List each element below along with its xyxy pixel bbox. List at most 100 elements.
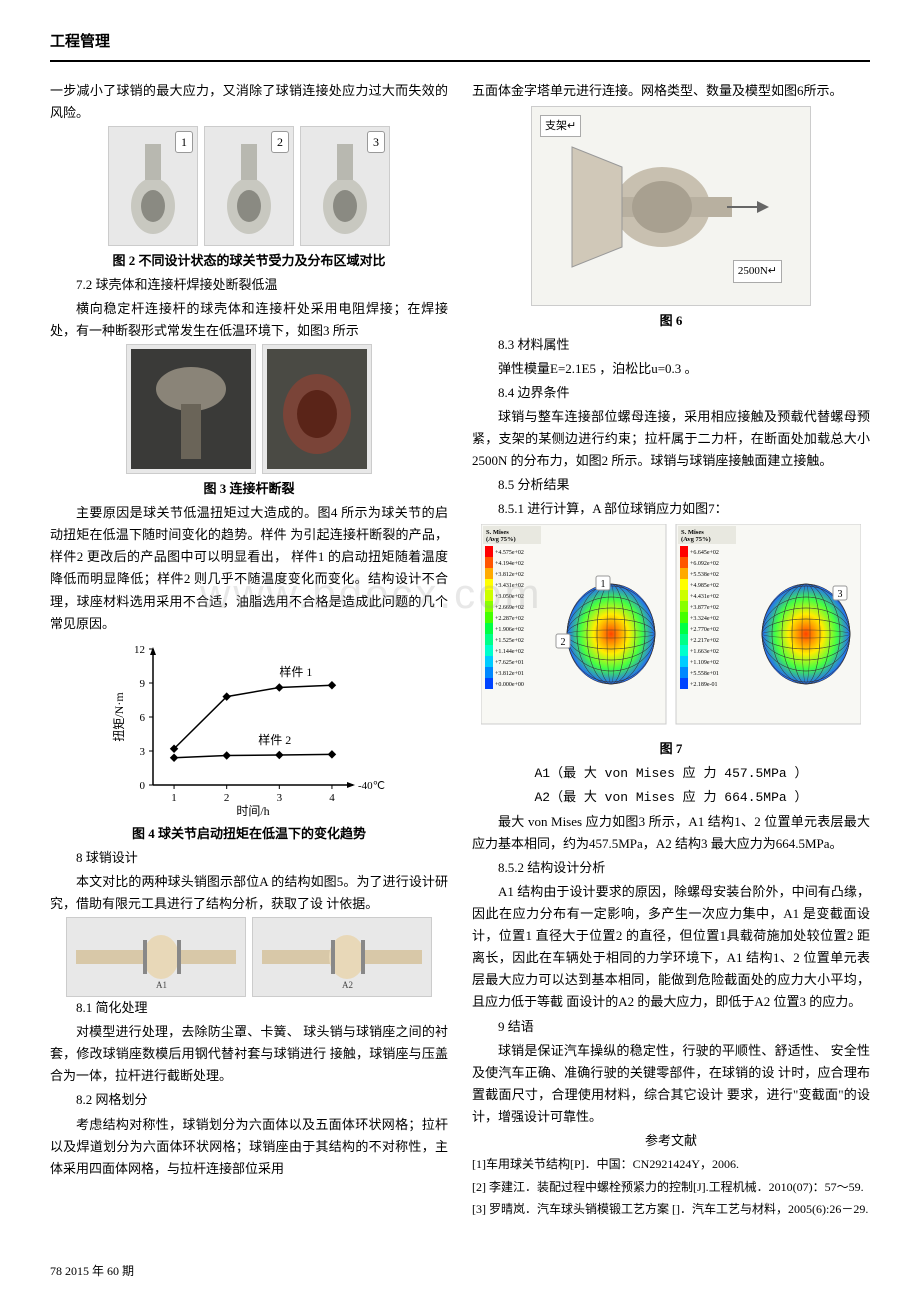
svg-text:+3.050e+02: +3.050e+02 <box>495 594 524 600</box>
figure-5: A1 A2 <box>50 917 448 997</box>
result-a1: A1（最 大 von Mises 应 力 457.5MPa ） <box>472 763 870 785</box>
svg-text:+4.985e+02: +4.985e+02 <box>690 583 719 589</box>
figure-6: 支架↵ 2500N↵ <box>531 106 811 306</box>
paragraph: 考虑结构对称性，球销划分为六面体以及五面体环状网格；拉杆以及焊道划分为六面体环状… <box>50 1114 448 1180</box>
svg-text:+1.144e+02: +1.144e+02 <box>495 649 524 655</box>
fig2-badge-2: 2 <box>271 131 289 153</box>
section-8-3-title: 8.3 材料属性 <box>472 334 870 356</box>
paragraph: 五面体金字塔单元进行连接。网格类型、数量及模型如图6所示。 <box>472 80 870 102</box>
figure-3 <box>50 344 448 474</box>
section-8-1-title: 8.1 简化处理 <box>50 997 448 1019</box>
svg-text:S. Mises: S. Mises <box>681 529 704 536</box>
section-8-2-title: 8.2 网格划分 <box>50 1089 448 1111</box>
paragraph: 一步减小了球销的最大应力，又消除了球销连接处应力过大而失效的风险。 <box>50 80 448 124</box>
paragraph: 横向稳定杆连接杆的球壳体和连接杆处采用电阻焊接；在焊接处，有一种断裂形式常发生在… <box>50 298 448 342</box>
svg-text:(Avg 75%): (Avg 75%) <box>681 536 711 543</box>
paragraph: 本文对比的两种球头销图示部位A 的结构如图5。为了进行设计研究，借助有限元工具进… <box>50 871 448 915</box>
svg-text:+3.877e+02: +3.877e+02 <box>690 605 719 611</box>
svg-text:+3.431e+02: +3.431e+02 <box>495 583 524 589</box>
svg-text:+6.645e+02: +6.645e+02 <box>690 550 719 556</box>
header-title: 工程管理 <box>50 34 110 50</box>
figure-2-caption: 图 2 不同设计状态的球关节受力及分布区域对比 <box>50 250 448 272</box>
section-7-2-title: 7.2 球壳体和连接杆焊接处断裂低温 <box>50 274 448 296</box>
fig2-badge-3: 3 <box>367 131 385 153</box>
figure-2: 1 2 3 <box>50 126 448 246</box>
section-8-title: 8 球销设计 <box>50 847 448 869</box>
section-8-5-1-title: 8.5.1 进行计算，A 部位球销应力如图7： <box>472 498 870 520</box>
reference-item: [1]车用球关节结构[P]．中国：CN2921424Y，2006. <box>472 1154 870 1174</box>
svg-text:+4.575e+02: +4.575e+02 <box>495 550 524 556</box>
svg-text:2: 2 <box>224 792 230 804</box>
svg-text:0: 0 <box>140 780 146 792</box>
svg-text:(Avg 75%): (Avg 75%) <box>486 536 516 543</box>
svg-text:+1.525e+02: +1.525e+02 <box>495 638 524 644</box>
paragraph: 球销与整车连接部位螺母连接，采用相应接触及预载代替螺母预紧，支架的某侧边进行约束… <box>472 406 870 472</box>
svg-text:+3.324e+02: +3.324e+02 <box>690 616 719 622</box>
svg-text:+1.663e+02: +1.663e+02 <box>690 649 719 655</box>
page-footer: 78 2015 年 60 期 <box>50 1261 870 1281</box>
figure-7-caption: 图 7 <box>472 738 870 760</box>
svg-text:3: 3 <box>277 792 283 804</box>
svg-text:+0.000e+00: +0.000e+00 <box>495 682 524 688</box>
paragraph: 弹性模量E=2.1E5 ，泊松比u=0.3 。 <box>472 358 870 380</box>
section-8-5-title: 8.5 分析结果 <box>472 474 870 496</box>
figure-7: S. Mises(Avg 75%)+4.575e+02+4.194e+02+3.… <box>481 524 861 734</box>
svg-text:S. Mises: S. Mises <box>486 529 509 536</box>
fig2-badge-1: 1 <box>175 131 193 153</box>
svg-text:+5.558e+01: +5.558e+01 <box>690 671 719 677</box>
svg-text:样件 2: 样件 2 <box>258 732 291 747</box>
svg-text:3: 3 <box>140 746 146 758</box>
svg-text:A1: A1 <box>156 980 167 990</box>
paragraph: 对模型进行处理，去除防尘罩、卡簧、 球头销与球销座之间的衬套，修改球销座数模后用… <box>50 1021 448 1087</box>
reference-item: [2] 李建江．装配过程中螺栓预紧力的控制[J].工程机械．2010(07)：5… <box>472 1177 870 1197</box>
svg-text:+3.812e+01: +3.812e+01 <box>495 671 524 677</box>
figure-4-chart: 0369121234样件 1样件 2时间/h扭矩/N·m-40℃ <box>109 639 389 819</box>
svg-text:+5.538e+02: +5.538e+02 <box>690 572 719 578</box>
reference-item: [3] 罗晴岚．汽车球头销模锻工艺方案 []．汽车工艺与材料，2005(6):2… <box>472 1199 870 1219</box>
header: 工程管理 <box>50 30 870 62</box>
references: [1]车用球关节结构[P]．中国：CN2921424Y，2006. [2] 李建… <box>472 1154 870 1219</box>
svg-text:4: 4 <box>329 792 335 804</box>
svg-text:+3.812e+02: +3.812e+02 <box>495 572 524 578</box>
svg-text:+2.669e+02: +2.669e+02 <box>495 605 524 611</box>
section-8-4-title: 8.4 边界条件 <box>472 382 870 404</box>
right-column: 五面体金字塔单元进行连接。网格类型、数量及模型如图6所示。 支架↵ 2500N↵… <box>472 80 870 1222</box>
paragraph: 最大 von Mises 应力如图3 所示，A1 结构1、2 位置单元表层最大应… <box>472 811 870 855</box>
svg-text:1: 1 <box>601 579 606 590</box>
fig6-label-bottom: 2500N↵ <box>733 260 782 283</box>
svg-text:+1.109e+02: +1.109e+02 <box>690 660 719 666</box>
left-column: 一步减小了球销的最大应力，又消除了球销连接处应力过大而失效的风险。 1 2 3 … <box>50 80 448 1222</box>
svg-text:1: 1 <box>171 792 177 804</box>
svg-text:+2.770e+02: +2.770e+02 <box>690 627 719 633</box>
svg-text:样件 1: 样件 1 <box>279 664 312 679</box>
references-title: 参考文献 <box>472 1130 870 1152</box>
paragraph: 球销是保证汽车操纵的稳定性，行驶的平顺性、舒适性、 安全性及使汽车正确、准确行驶… <box>472 1040 870 1128</box>
svg-text:+2.287e+02: +2.287e+02 <box>495 616 524 622</box>
svg-text:+4.194e+02: +4.194e+02 <box>495 561 524 567</box>
figure-3-caption: 图 3 连接杆断裂 <box>50 478 448 500</box>
svg-text:+2.217e+02: +2.217e+02 <box>690 638 719 644</box>
svg-text:9: 9 <box>140 678 146 690</box>
svg-text:+4.431e+02: +4.431e+02 <box>690 594 719 600</box>
svg-text:12: 12 <box>134 644 145 656</box>
svg-text:6: 6 <box>140 712 146 724</box>
svg-text:时间/h: 时间/h <box>236 804 269 818</box>
result-a2: A2（最 大 von Mises 应 力 664.5MPa ） <box>472 787 870 809</box>
svg-text:-40℃: -40℃ <box>358 780 385 792</box>
svg-text:+6.092e+02: +6.092e+02 <box>690 561 719 567</box>
svg-text:2: 2 <box>561 637 566 648</box>
svg-text:3: 3 <box>838 589 843 600</box>
svg-text:+7.625e+01: +7.625e+01 <box>495 660 524 666</box>
main-columns: 一步减小了球销的最大应力，又消除了球销连接处应力过大而失效的风险。 1 2 3 … <box>50 80 870 1222</box>
paragraph: A1 结构由于设计要求的原因，除螺母安装台阶外，中间有凸缘，因此在应力分布有一定… <box>472 881 870 1014</box>
fig6-label-top: 支架↵ <box>540 115 581 138</box>
figure-4-caption: 图 4 球关节启动扭矩在低温下的变化趋势 <box>50 823 448 845</box>
figure-6-caption: 图 6 <box>472 310 870 332</box>
svg-text:+2.189e-01: +2.189e-01 <box>690 682 718 688</box>
section-9-title: 9 结语 <box>472 1016 870 1038</box>
paragraph: 主要原因是球关节低温扭矩过大造成的。图4 所示为球关节的启动扭矩在低温下随时间变… <box>50 502 448 635</box>
svg-text:扭矩/N·m: 扭矩/N·m <box>112 691 126 741</box>
section-8-5-2-title: 8.5.2 结构设计分析 <box>472 857 870 879</box>
svg-text:+1.906e+02: +1.906e+02 <box>495 627 524 633</box>
svg-text:A2: A2 <box>342 980 353 990</box>
